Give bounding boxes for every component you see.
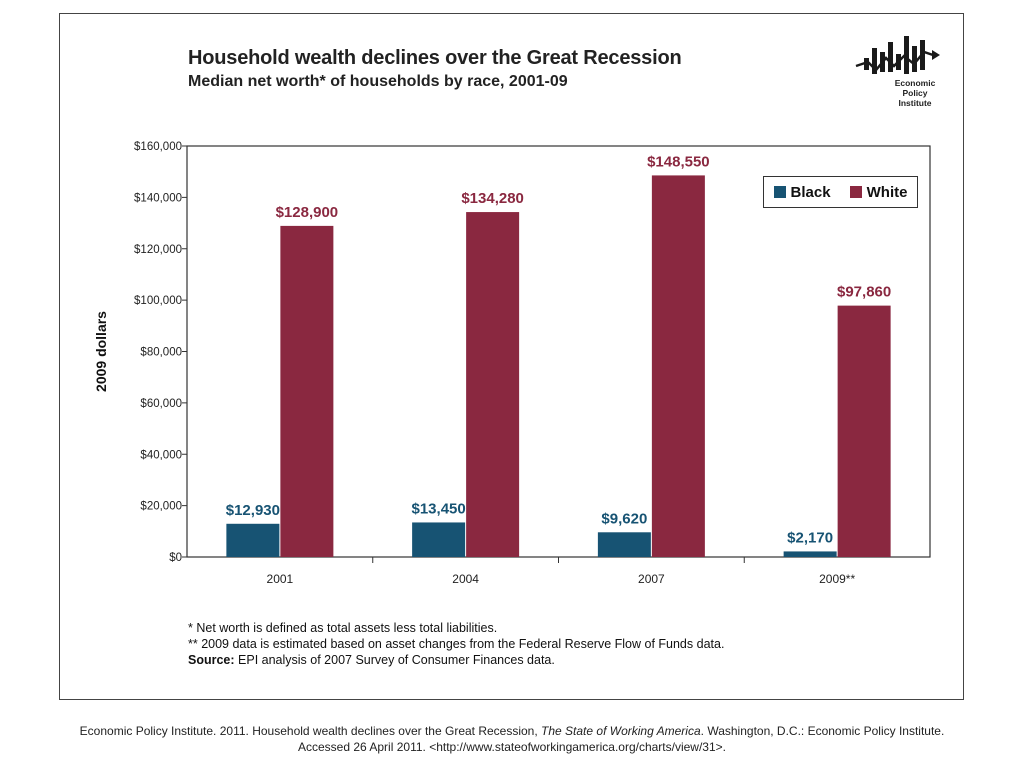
footnote-1: * Net worth is defined as total assets l… — [188, 621, 498, 635]
y-tick-label: $140,000 — [134, 192, 182, 204]
chart-subtitle: Median net worth* of households by race,… — [188, 73, 568, 90]
y-axis-label: 2009 dollars — [93, 311, 109, 392]
logo-line-1: Economic — [894, 78, 936, 88]
data-label-black: $12,930 — [226, 502, 280, 519]
x-category-label: 2007 — [638, 572, 665, 586]
citation-line-2: Accessed 26 April 2011. <http://www.stat… — [298, 740, 726, 754]
legend-swatch-white — [849, 186, 862, 198]
data-label-black: $2,170 — [787, 529, 833, 546]
bar-white — [651, 175, 705, 558]
bar-black — [597, 532, 651, 557]
citation-part-1: Economic Policy Institute. 2011. Househo… — [79, 724, 542, 738]
bar-white — [837, 305, 891, 557]
footnote-2: ** 2009 data is estimated based on asset… — [188, 637, 725, 651]
source-label: Source: — [188, 653, 235, 667]
bar-black — [226, 523, 280, 557]
source-line: Source: EPI analysis of 2007 Survey of C… — [188, 652, 724, 668]
chart-notes: * Net worth is defined as total assets l… — [188, 620, 724, 668]
legend-item-black: Black — [773, 183, 831, 201]
y-tick-label: $120,000 — [134, 244, 182, 256]
data-label-black: $9,620 — [601, 510, 647, 527]
bar-white — [466, 212, 520, 558]
epi-logo-icon — [855, 36, 940, 74]
chart-title: Household wealth declines over the Great… — [188, 47, 682, 69]
logo-line-3: Institute — [898, 98, 932, 108]
data-label-white: $97,860 — [837, 284, 891, 301]
x-category-label: 2004 — [452, 572, 479, 586]
y-tick-label: $20,000 — [140, 501, 182, 513]
y-tick-label: $100,000 — [134, 295, 182, 307]
y-tick-label: $80,000 — [140, 347, 182, 359]
citation-line-1: Economic Policy Institute. 2011. Househo… — [0, 723, 1024, 739]
y-tick-label: $160,000 — [134, 141, 182, 153]
legend-item-white: White — [849, 183, 908, 201]
source-text: EPI analysis of 2007 Survey of Consumer … — [234, 653, 555, 667]
y-tick-label: $40,000 — [140, 449, 182, 461]
data-label-black: $13,450 — [412, 500, 466, 517]
citation-part-2: . Washington, D.C.: Economic Policy Inst… — [700, 724, 945, 738]
data-label-white: $128,900 — [276, 204, 339, 221]
bar-black — [783, 551, 837, 557]
x-category-label: 2001 — [267, 572, 294, 586]
x-category-label: 2009** — [819, 572, 855, 586]
legend-label-white: White — [866, 183, 908, 201]
logo-text: Economic Policy Institute — [880, 78, 950, 108]
logo-line-2: Policy — [902, 88, 928, 98]
citation: Economic Policy Institute. 2011. Househo… — [0, 723, 1024, 755]
chart-legend: Black White — [763, 176, 918, 208]
y-tick-label: $0 — [169, 552, 182, 564]
bar-white — [280, 225, 334, 557]
data-label-white: $134,280 — [461, 190, 524, 207]
legend-swatch-black — [773, 186, 786, 198]
legend-label-black: Black — [790, 183, 831, 201]
citation-italic: The State of Working America — [541, 724, 701, 738]
data-label-white: $148,550 — [647, 153, 710, 170]
y-tick-label: $60,000 — [140, 398, 182, 410]
bar-black — [412, 522, 466, 557]
